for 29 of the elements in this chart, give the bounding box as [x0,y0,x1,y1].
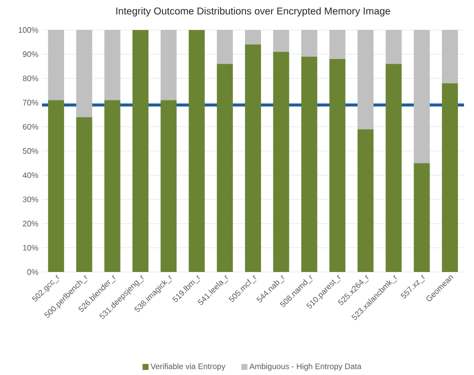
bar [245,30,262,45]
bar [216,30,233,64]
bar [386,64,402,272]
bar [160,30,177,100]
bar [104,30,120,100]
bar [442,83,458,272]
bar [245,44,262,272]
bar [48,30,64,100]
bar [273,52,290,272]
bar [301,56,318,272]
bar [442,30,458,84]
bar [160,100,177,272]
bar [358,30,374,130]
bar [414,30,430,164]
bar [301,30,318,57]
bar [358,129,374,272]
bar [104,100,120,272]
bar [76,30,92,118]
bar [273,30,290,52]
chart-title: Integrity Outcome Distributions over Encrypted Memory Image [116,7,390,17]
bar [386,30,402,64]
bar [216,64,233,272]
bar [48,100,64,272]
bar [414,163,430,272]
bar [329,59,346,272]
bar [76,117,92,272]
bar [132,30,148,272]
bar [329,30,346,60]
bar [188,30,205,272]
